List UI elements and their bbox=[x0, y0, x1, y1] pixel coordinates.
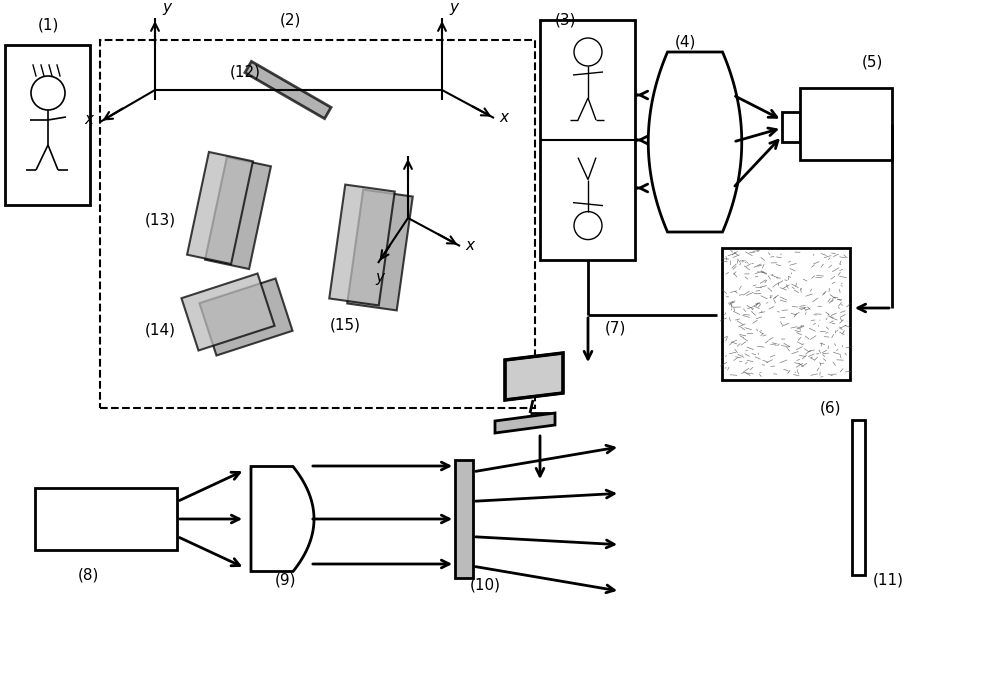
Text: (6): (6) bbox=[819, 401, 841, 415]
Polygon shape bbox=[505, 353, 563, 400]
Text: (13): (13) bbox=[144, 213, 176, 228]
Text: (3): (3) bbox=[554, 12, 576, 27]
Text: (12): (12) bbox=[230, 65, 260, 80]
Text: x: x bbox=[499, 110, 508, 126]
Bar bbox=[540, 20, 635, 260]
Bar bbox=[852, 420, 865, 575]
Text: (7): (7) bbox=[604, 320, 626, 335]
Polygon shape bbox=[187, 152, 253, 264]
Bar bbox=[5, 45, 90, 205]
Bar bbox=[100, 40, 535, 408]
Text: y: y bbox=[376, 270, 384, 285]
Polygon shape bbox=[199, 279, 293, 356]
Text: (9): (9) bbox=[274, 573, 296, 588]
Bar bbox=[455, 460, 473, 578]
Text: (5): (5) bbox=[861, 54, 883, 69]
Polygon shape bbox=[648, 52, 742, 232]
Polygon shape bbox=[205, 157, 271, 269]
Polygon shape bbox=[251, 466, 314, 571]
Bar bbox=[800, 88, 892, 160]
Text: (11): (11) bbox=[873, 573, 904, 588]
Polygon shape bbox=[347, 190, 413, 310]
Text: y: y bbox=[449, 0, 458, 15]
Text: (8): (8) bbox=[77, 568, 99, 583]
Polygon shape bbox=[329, 184, 395, 305]
Text: (14): (14) bbox=[144, 322, 176, 337]
Text: (2): (2) bbox=[279, 12, 301, 27]
Text: (1): (1) bbox=[37, 18, 59, 33]
Text: (4): (4) bbox=[674, 35, 696, 50]
Polygon shape bbox=[245, 61, 331, 118]
Text: x: x bbox=[84, 112, 93, 128]
Polygon shape bbox=[181, 273, 275, 350]
Text: (15): (15) bbox=[330, 318, 360, 333]
Bar bbox=[35, 488, 177, 550]
Text: y: y bbox=[162, 0, 171, 15]
Bar bbox=[782, 112, 800, 142]
Bar bbox=[722, 248, 850, 380]
Polygon shape bbox=[495, 413, 555, 433]
Text: x: x bbox=[465, 239, 474, 254]
Text: (10): (10) bbox=[470, 577, 500, 592]
